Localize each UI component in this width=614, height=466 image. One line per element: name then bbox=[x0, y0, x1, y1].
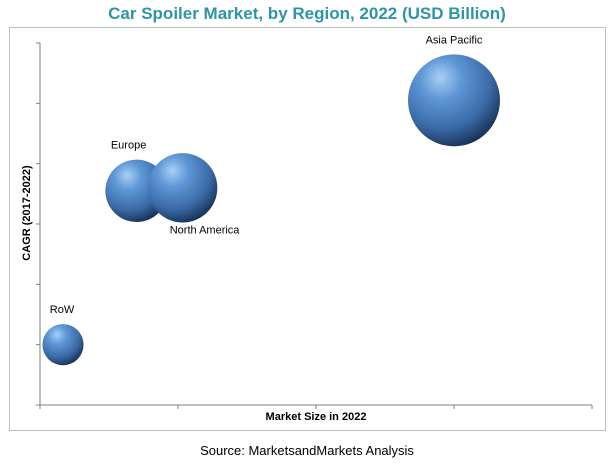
bubbles bbox=[42, 54, 500, 366]
y-axis-title: CAGR (2017-2022) bbox=[21, 165, 33, 261]
chart-title: Car Spoiler Market, by Region, 2022 (USD… bbox=[108, 4, 506, 23]
bubble-label-north-america: North America bbox=[170, 225, 241, 237]
bubble-row bbox=[42, 324, 84, 366]
bubble-label-row: RoW bbox=[50, 304, 75, 316]
bubble-asia-pacific bbox=[408, 54, 500, 147]
chart-frame bbox=[9, 27, 606, 431]
bubble-north-america bbox=[147, 153, 218, 223]
bubble-label-europe: Europe bbox=[111, 140, 146, 152]
bubble-labels: Asia Pacific Europe North America RoW bbox=[50, 34, 483, 316]
bubble-label-asia-pacific: Asia Pacific bbox=[426, 34, 483, 46]
source-text: Source: MarketsandMarkets Analysis bbox=[200, 443, 414, 458]
bubble-chart: Asia Pacific Europe North America RoW Marke… bbox=[21, 34, 593, 423]
x-axis-title: Market Size in 2022 bbox=[266, 411, 367, 423]
axes bbox=[36, 42, 593, 409]
